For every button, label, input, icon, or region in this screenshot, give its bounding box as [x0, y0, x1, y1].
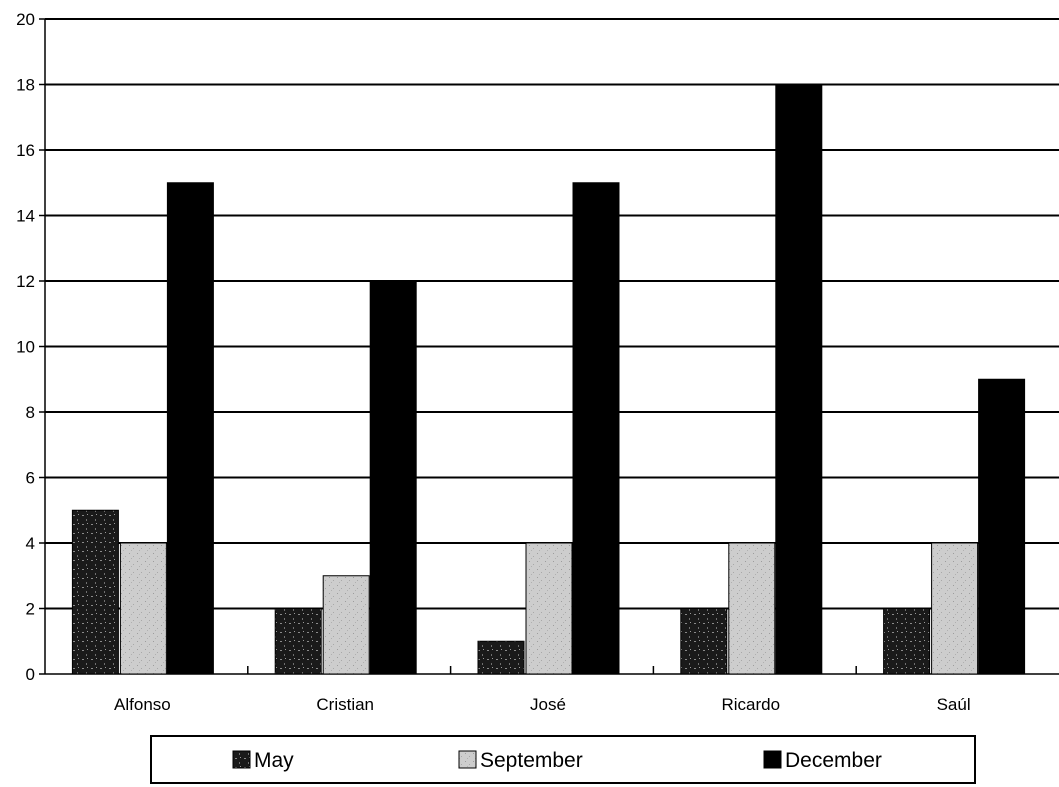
bar-december-4 [978, 378, 1026, 675]
y-tick-label: 16 [16, 141, 35, 160]
bar-may-4 [883, 608, 931, 675]
bar-december-1 [369, 280, 417, 675]
x-category-label: Ricardo [722, 695, 781, 714]
legend: May September December [150, 735, 976, 784]
legend-label-december: December [785, 749, 882, 772]
y-tick-label: 14 [16, 207, 35, 226]
y-tick-label: 6 [26, 469, 35, 488]
gridlines [45, 18, 1059, 610]
bar-december-0 [166, 182, 214, 675]
x-category-label: Saúl [937, 695, 971, 714]
bar-may-0 [71, 509, 119, 675]
y-tick-label: 18 [16, 76, 35, 95]
bars [71, 84, 1026, 675]
legend-label-may: May [254, 749, 294, 772]
legend-box [150, 735, 976, 784]
bar-september-4 [931, 542, 979, 675]
y-tick-label: 8 [26, 403, 35, 422]
x-category-label: Alfonso [114, 695, 171, 714]
bar-september-0 [119, 542, 167, 675]
bar-may-2 [477, 640, 525, 675]
bar-december-2 [572, 182, 620, 675]
bar-september-1 [322, 575, 370, 675]
y-tick-label: 4 [26, 534, 35, 553]
legend-swatch-december [763, 750, 782, 769]
bar-may-3 [680, 608, 728, 675]
y-tick-label: 20 [16, 10, 35, 29]
y-tick-label: 0 [26, 665, 35, 684]
bar-december-3 [775, 84, 823, 675]
y-tick-label: 10 [16, 338, 35, 357]
legend-swatch-may [232, 750, 251, 769]
x-category-label: Cristian [316, 695, 374, 714]
legend-swatch-september [458, 750, 477, 769]
legend-label-september: September [480, 749, 583, 772]
bar-may-1 [274, 608, 322, 675]
y-tick-label: 12 [16, 272, 35, 291]
bar-september-3 [728, 542, 776, 675]
x-category-label: José [530, 695, 566, 714]
bar-september-2 [525, 542, 573, 675]
y-tick-label: 2 [26, 600, 35, 619]
axis-labels: 0 2 4 6 8 10 12 14 16 18 20 Alfonso Cristian José Rica… [16, 10, 971, 714]
